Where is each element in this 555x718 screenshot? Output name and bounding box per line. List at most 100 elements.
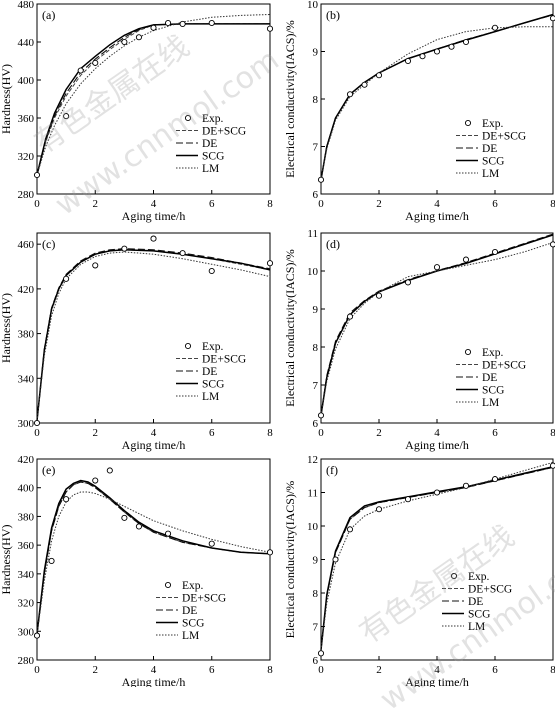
- panel-a-frame: [36, 3, 271, 195]
- panel-c-xtick-label: 0: [34, 427, 40, 439]
- panel-b-series-de-scg: [320, 14, 554, 180]
- panel-e-ytick-label: 380: [18, 511, 35, 523]
- panel-c-legend-label-exp: Exp.: [202, 341, 224, 353]
- panel-f-tag: (f): [326, 463, 338, 477]
- panel-d-exp-point: [491, 248, 499, 256]
- panel-e-ytick-label: 420: [18, 454, 35, 466]
- panel-c-exp-point: [179, 250, 186, 257]
- panel-c-legend-marker: [184, 342, 192, 350]
- panel-c-tag: (c): [42, 237, 55, 251]
- panel-e-exp-point: [266, 549, 274, 556]
- panel-e-ytick-label: 280: [18, 655, 35, 667]
- panel-f-frame: [320, 458, 554, 661]
- panel-f-ytick-label: 6: [313, 655, 319, 667]
- panel-a-legend-label-scg: SCG: [202, 151, 224, 163]
- panel-f-series-lm: [320, 461, 554, 651]
- panel-c-series-de-scg: [36, 249, 271, 421]
- panel-d-ytick-label: 11: [307, 228, 318, 240]
- panel-a-legend-label-de: DE: [202, 138, 217, 150]
- panel-e-series-de: [36, 481, 271, 635]
- panel-e-legend-label-lm: LM: [182, 630, 199, 642]
- panel-f-ytick-label: 12: [307, 454, 318, 466]
- panel-b-legend-label-de-scg: DE+SCG: [482, 131, 526, 143]
- panel-c-exp-point: [266, 260, 274, 267]
- panel-c-ytick-label: 300: [18, 418, 35, 430]
- panel-b-ytick-label: 9: [313, 47, 319, 59]
- panel-b-exp-point: [375, 72, 383, 79]
- panel-c-exp-point: [150, 235, 157, 242]
- panel-e-exp-point: [121, 514, 128, 521]
- panel-f-xtick-label: 6: [492, 664, 498, 676]
- panel-c-series-de: [36, 248, 271, 421]
- panel-f: 0 2 4 6 8 6 7 8 9 10 11 12 Aging time/h Electrical co…: [283, 454, 555, 687]
- panel-b-xtick-label: 0: [318, 198, 324, 210]
- panel-c-ytick-label: 420: [18, 284, 35, 296]
- panel-e-exp-point: [106, 467, 113, 474]
- panel-d-ytick-label: 8: [313, 342, 319, 354]
- panel-c: 0 2 4 6 8 300 340 380 420 460 Aging time/h Hardness…: [0, 232, 274, 452]
- panel-b-exp-point: [317, 176, 325, 183]
- panel-e-legend-label-scg: SCG: [182, 618, 204, 630]
- panel-f-ytick-label: 10: [307, 521, 319, 533]
- panel-d-exp-point: [549, 241, 555, 248]
- panel-d-legend-label-scg: SCG: [482, 385, 504, 397]
- panel-f-xtick-label: 0: [318, 664, 324, 676]
- panel-c-xlabel: Aging time/h: [122, 438, 186, 452]
- panel-f-legend-label-lm: LM: [468, 621, 485, 633]
- panel-b-xtick-label: 6: [492, 198, 498, 210]
- panel-f-exp-point: [433, 489, 441, 496]
- panel-a-ytick-label: 440: [18, 37, 35, 49]
- panel-a-exp-point: [150, 24, 157, 31]
- panel-f-ylabel: Electrical conductivity(IACS)/%: [283, 481, 297, 639]
- panel-f-legend-label-scg: SCG: [468, 609, 490, 621]
- panel-c-xtick-label: 2: [93, 427, 99, 439]
- panel-e-exp-point: [165, 530, 172, 537]
- panel-b-xlabel: Aging time/h: [405, 209, 469, 223]
- panel-a-ytick-label: 480: [18, 0, 35, 11]
- panel-c-ytick-label: 340: [18, 373, 35, 385]
- panel-d-legend-marker: [464, 348, 472, 356]
- panel-f-xlabel: Aging time/h: [405, 675, 469, 687]
- panel-b-exp-point: [491, 24, 499, 31]
- panel-b-legend-label-exp: Exp.: [482, 118, 504, 130]
- panel-a-ytick-label: 280: [18, 189, 35, 201]
- panel-e-ytick-label: 320: [18, 598, 35, 610]
- panel-e-xtick-label: 2: [93, 664, 99, 676]
- panel-d-legend-label-lm: LM: [482, 397, 499, 409]
- panel-f-exp-point: [549, 462, 555, 469]
- panel-d-series-scg: [320, 234, 554, 416]
- panel-e-ytick-label: 400: [18, 483, 35, 495]
- panel-a-xtick-label: 6: [209, 198, 215, 210]
- panel-a-xtick-label: 0: [34, 198, 40, 210]
- panel-e-legend-label-de: DE: [182, 605, 197, 617]
- panel-d-series-lm: [320, 242, 554, 416]
- panel-a-series-de: [36, 23, 270, 176]
- panel-d-legend-label-exp: Exp.: [482, 347, 504, 359]
- panel-d-xtick-label: 0: [318, 427, 324, 439]
- panel-e-exp-point: [63, 496, 70, 503]
- panel-d: 0 2 4 6 8 6 7 8 9 10 11 Aging time/h Electrical cond…: [283, 228, 555, 452]
- panel-e-series-scg: [36, 479, 271, 635]
- panel-d-tag: (d): [326, 237, 340, 251]
- panel-c-xtick-label: 6: [209, 427, 215, 439]
- panel-a-exp-point: [208, 19, 215, 27]
- panel-b-ytick-label: 8: [313, 94, 319, 106]
- panel-c-xtick-label: 4: [151, 427, 157, 439]
- panel-d-exp-point: [375, 292, 383, 299]
- panel-c-exp-point: [63, 275, 70, 282]
- panel-f-xtick-label: 2: [376, 664, 382, 676]
- panel-e-tag: (e): [42, 463, 55, 477]
- panel-b-exp-point: [549, 15, 555, 22]
- panel-c-ytick-label: 380: [18, 329, 35, 341]
- panel-a-exp-point: [179, 20, 186, 28]
- panel-b-xtick-label: 2: [376, 198, 382, 210]
- panel-a-legend-label-lm: LM: [202, 163, 219, 175]
- panel-f-xtick-label: 8: [550, 664, 555, 676]
- panel-d-series-de: [320, 233, 554, 416]
- panel-e-ytick-label: 340: [18, 569, 35, 581]
- panel-e-exp-point: [208, 540, 215, 547]
